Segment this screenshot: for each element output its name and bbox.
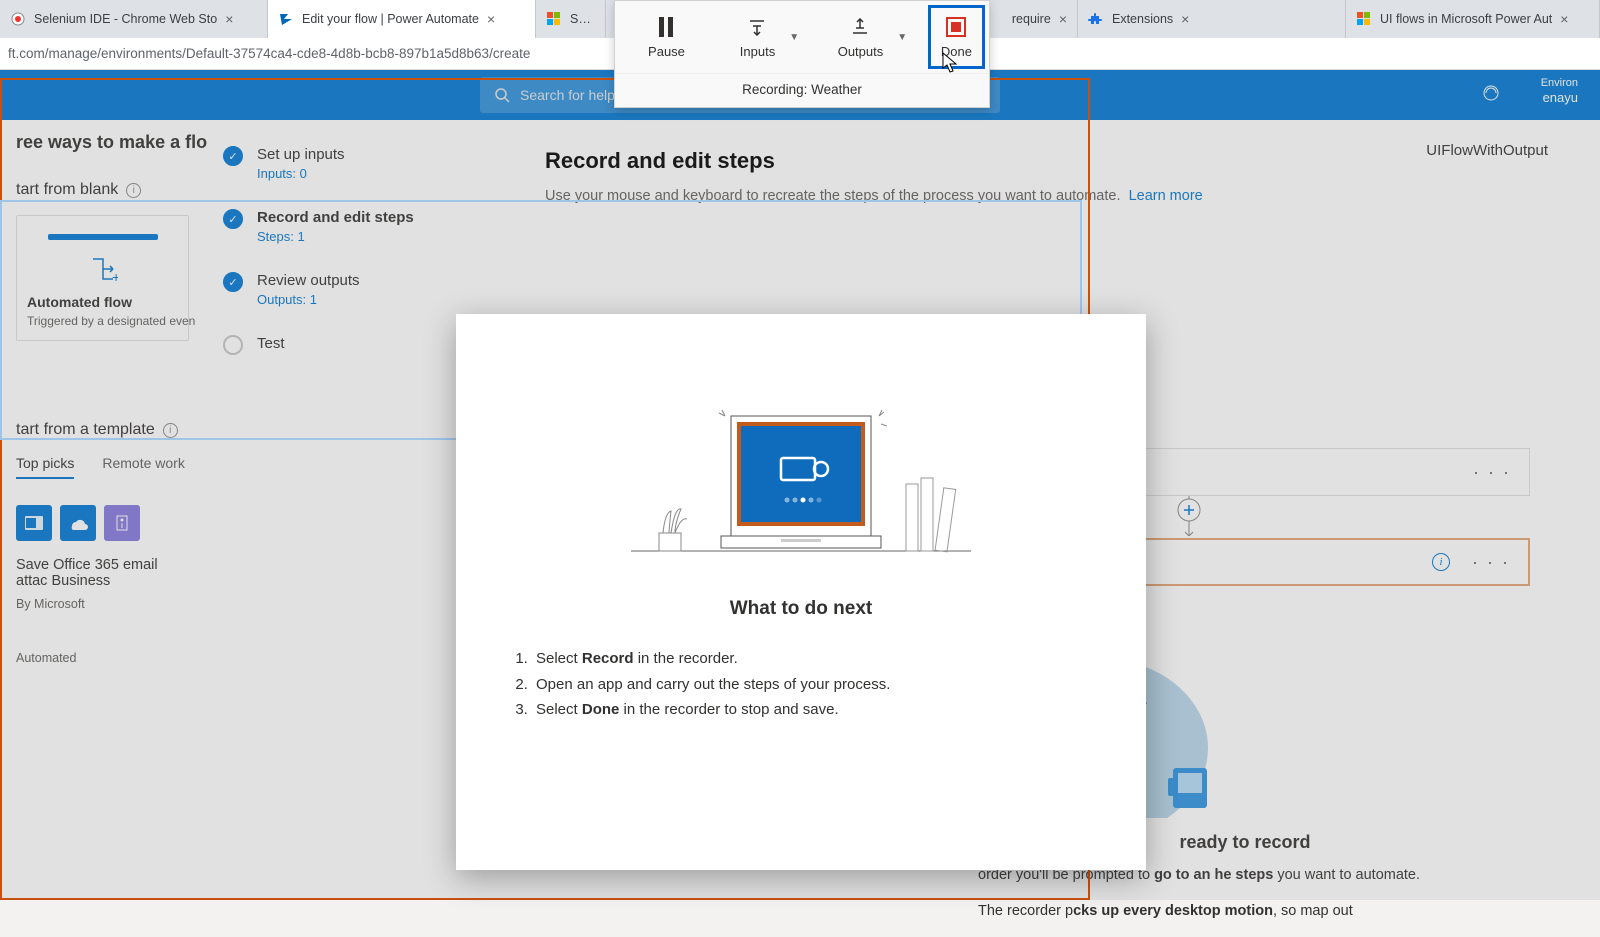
tab-label: Selenium IDE - Chrome Web Sto — [34, 12, 217, 26]
inputs-icon — [747, 16, 767, 38]
close-icon[interactable]: × — [225, 11, 233, 27]
tab-label: Edit your flow | Power Automate — [302, 12, 479, 26]
cursor-icon — [942, 52, 960, 74]
tab-require[interactable]: require × — [986, 0, 1078, 38]
tab-extensions[interactable]: Extensions × — [1078, 0, 1346, 38]
close-icon[interactable]: × — [1181, 11, 1189, 27]
close-icon[interactable]: × — [1560, 11, 1568, 27]
outputs-icon — [850, 16, 870, 38]
tab-uiflows[interactable]: UI flows in Microsoft Power Aut × — [1346, 0, 1600, 38]
tab-label: require — [1012, 12, 1051, 26]
tab-label: Set up — [570, 12, 595, 26]
url-text: ft.com/manage/environments/Default-37574… — [8, 46, 530, 61]
modal-step-3: Select Done in the recorder to stop and … — [532, 697, 1090, 723]
chevron-down-icon: ▼ — [789, 32, 799, 43]
modal-title: What to do next — [512, 598, 1090, 620]
chevron-down-icon: ▼ — [897, 32, 907, 43]
favicon-flow — [278, 11, 294, 27]
modal-illustration — [512, 366, 1090, 556]
recording-status: Recording: Weather — [615, 73, 989, 107]
favicon-selenium — [10, 11, 26, 27]
modal-step-2: Open an app and carry out the steps of y… — [532, 672, 1090, 698]
close-icon[interactable]: × — [487, 11, 495, 27]
outputs-button[interactable]: Outputs ▼ — [821, 1, 924, 73]
modal-step-1: Select Record in the recorder. — [532, 646, 1090, 672]
close-icon[interactable]: × — [1059, 11, 1067, 27]
tab-label: UI flows in Microsoft Power Aut — [1380, 12, 1552, 26]
favicon-ms2 — [1356, 11, 1372, 27]
pause-icon — [658, 16, 674, 38]
favicon-ms — [546, 11, 562, 27]
modal-steps: Select Record in the recorder. Open an a… — [512, 646, 1090, 723]
recorder-toolbar: Pause Inputs ▼ Outputs ▼ Done Recording:… — [614, 0, 990, 108]
favicon-ext — [1088, 11, 1104, 27]
tab-label: Extensions — [1112, 12, 1173, 26]
whats-next-modal: What to do next Select Record in the rec… — [456, 314, 1146, 870]
tab-setup[interactable]: Set up — [536, 0, 606, 38]
pause-button[interactable]: Pause — [615, 1, 718, 73]
tab-power-automate[interactable]: Edit your flow | Power Automate × — [268, 0, 536, 38]
tab-selenium[interactable]: Selenium IDE - Chrome Web Sto × — [0, 0, 268, 38]
stop-icon — [946, 16, 966, 38]
inputs-button[interactable]: Inputs ▼ — [718, 1, 821, 73]
